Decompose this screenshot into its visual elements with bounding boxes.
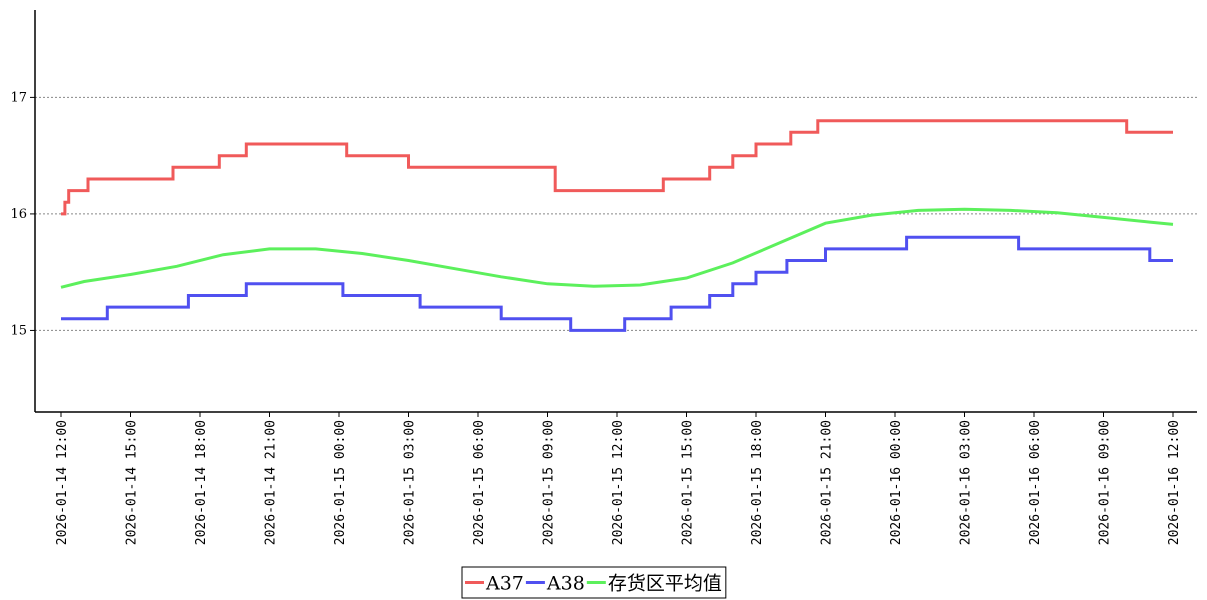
x-tick-label: 2026-01-16 09:00 [1098,420,1113,545]
x-tick-label: 2026-01-15 09:00 [542,420,557,545]
x-tick-label: 2026-01-15 00:00 [333,420,348,545]
legend-label: A37 [485,573,524,595]
axes [34,10,1197,413]
legend: A37 A38 存货区平均值 [461,566,727,599]
y-tick-label: 16 [10,207,27,222]
series-lines [60,119,1174,332]
x-tick-label: 2026-01-15 12:00 [611,420,626,545]
x-tick-label: 2026-01-15 21:00 [820,420,835,545]
x-tick-label: 2026-01-15 03:00 [403,420,418,545]
series-line-average [60,207,1174,289]
y-tick-label: 17 [10,90,27,105]
series-line-a37 [61,119,1173,216]
x-tick-label: 2026-01-15 18:00 [750,420,765,545]
y-ticks: 15 16 17 [10,90,35,338]
x-tick-label: 2026-01-15 06:00 [472,420,487,545]
x-tick-label: 2026-01-16 00:00 [889,420,904,545]
legend-label: A38 [546,573,585,595]
legend-label: 存货区平均值 [608,573,722,595]
y-tick-label: 15 [10,323,27,338]
x-tick-label: 2026-01-14 12:00 [55,420,70,545]
x-tick-label: 2026-01-14 21:00 [264,420,279,545]
x-tick-label: 2026-01-16 12:00 [1167,420,1182,545]
series-line-a38 [61,235,1173,332]
x-ticks: 2026-01-14 12:00 2026-01-14 15:00 2026-01-… [55,412,1182,545]
x-tick-label: 2026-01-16 06:00 [1028,420,1043,545]
x-tick-label: 2026-01-14 15:00 [125,420,140,545]
x-tick-label: 2026-01-15 15:00 [681,420,696,545]
x-tick-label: 2026-01-14 18:00 [194,420,209,545]
x-tick-label: 2026-01-16 03:00 [959,420,974,545]
